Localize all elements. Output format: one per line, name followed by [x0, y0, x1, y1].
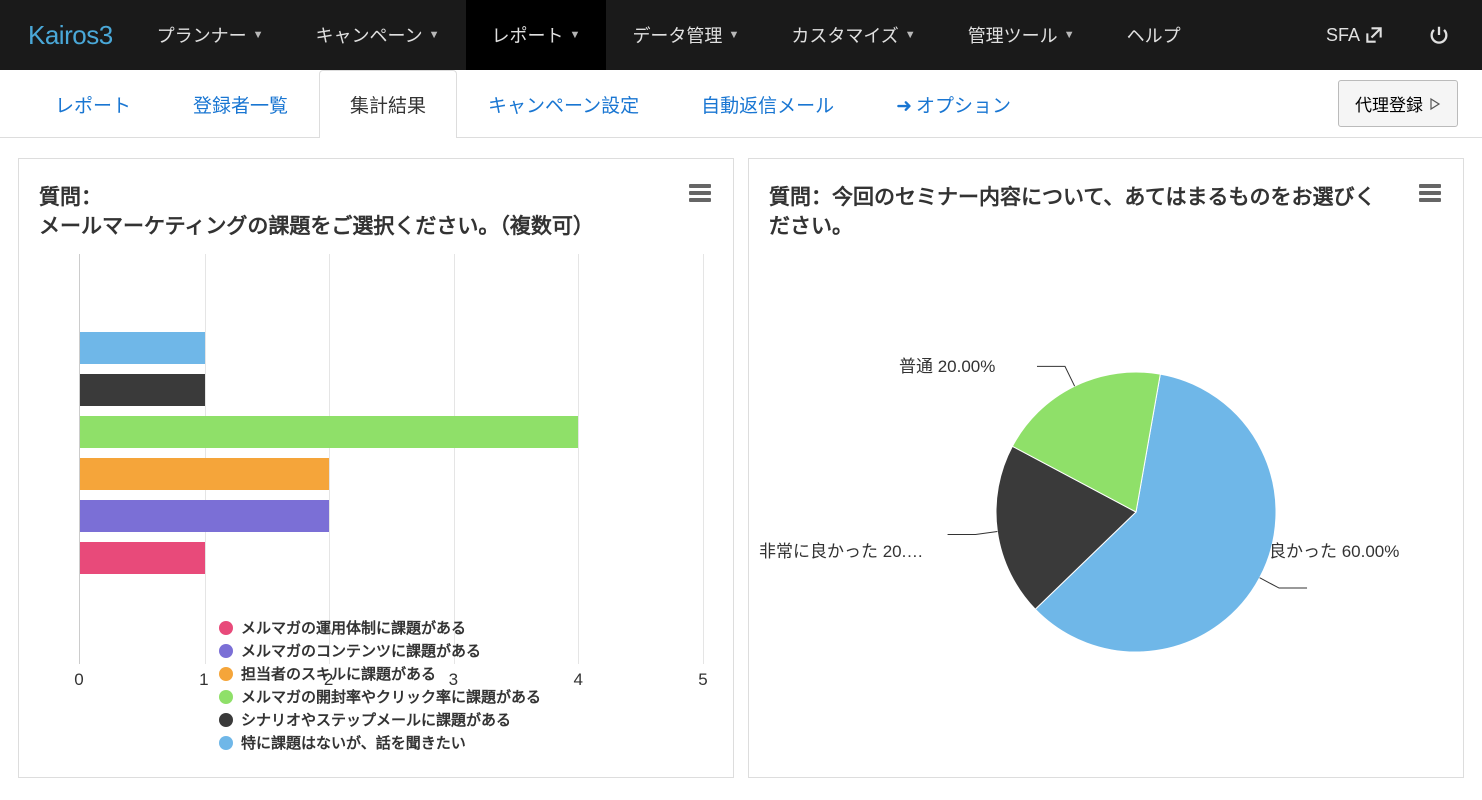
subtab-4[interactable]: 自動返信メール: [670, 70, 865, 138]
proxy-register-label: 代理登録: [1355, 91, 1423, 116]
caret-down-icon: ▼: [728, 29, 739, 41]
nav-item-label: レポート: [492, 22, 564, 48]
legend-label: メルマガの開封率やクリック率に課題がある: [241, 686, 541, 707]
subtab-label: レポート: [55, 96, 131, 117]
x-tick-label: 0: [74, 670, 83, 690]
subtab-1[interactable]: 登録者一覧: [162, 70, 319, 138]
caret-down-icon: ▼: [570, 29, 581, 41]
legend-label: 特に課題はないが、話を聞きたい: [241, 732, 466, 753]
legend-swatch-icon: [219, 667, 233, 681]
nav-item-6[interactable]: ヘルプ: [1101, 0, 1207, 70]
legend-item: 特に課題はないが、話を聞きたい: [219, 732, 541, 753]
nav-item-0[interactable]: プランナー ▼: [131, 0, 290, 70]
subtab-label: キャンペーン設定: [488, 96, 639, 117]
caret-down-icon: ▼: [1064, 29, 1075, 41]
nav-item-3[interactable]: データ管理 ▼: [606, 0, 765, 70]
bar-chart-panel: 質問：メールマーケティングの課題をご選択ください。（複数可） 012345 メル…: [18, 158, 734, 778]
subtabs-row: レポート 登録者一覧 集計結果 キャンペーン設定 自動返信メール ➜オプション 代理登録: [0, 70, 1482, 138]
triangle-right-icon: [1429, 97, 1441, 111]
nav-item-label: キャンペーン: [316, 22, 423, 48]
legend-label: シナリオやステップメールに課題がある: [241, 709, 511, 730]
pie-connector: [1260, 578, 1307, 588]
nav-sfa[interactable]: SFA: [1304, 25, 1406, 46]
gridline: [329, 254, 330, 664]
pie-chart: 良かった 60.00%非常に良かった 20.…普通 20.00%: [769, 302, 1443, 722]
nav-sfa-label: SFA: [1326, 25, 1360, 46]
nav-item-label: ヘルプ: [1127, 22, 1181, 48]
bar-fill: [80, 332, 205, 364]
bar: [80, 416, 578, 448]
caret-down-icon: ▼: [429, 29, 440, 41]
legend-swatch-icon: [219, 690, 233, 704]
panel-menu-icon[interactable]: [1419, 181, 1441, 205]
legend-item: メルマガのコンテンツに課題がある: [219, 640, 541, 661]
bar: [80, 374, 205, 406]
bar-fill: [80, 500, 329, 532]
legend-swatch-icon: [219, 644, 233, 658]
bar: [80, 332, 205, 364]
legend-item: 担当者のスキルに課題がある: [219, 663, 541, 684]
gridline: [578, 254, 579, 664]
proxy-register-button[interactable]: 代理登録: [1338, 80, 1458, 127]
pie-connector: [1037, 366, 1075, 386]
bar: [80, 500, 329, 532]
pie-svg: [776, 302, 1436, 722]
subtab-label: 集計結果: [350, 96, 426, 117]
subtab-5[interactable]: ➜オプション: [865, 70, 1042, 138]
legend-item: メルマガの開封率やクリック率に課題がある: [219, 686, 541, 707]
bar-fill: [80, 458, 329, 490]
nav-item-label: データ管理: [632, 22, 722, 48]
subtab-3[interactable]: キャンペーン設定: [457, 70, 670, 138]
nav-item-label: カスタマイズ: [791, 22, 898, 48]
pie-slice-label: 良かった 60.00%: [1269, 537, 1399, 562]
legend-label: メルマガの運用体制に課題がある: [241, 617, 466, 638]
nav-item-5[interactable]: 管理ツール ▼: [942, 0, 1101, 70]
pie-connector: [948, 531, 998, 534]
logo[interactable]: Kairos3: [10, 20, 131, 51]
legend-label: メルマガのコンテンツに課題がある: [241, 640, 481, 661]
pie-panel-title: 質問：今回のセミナー内容について、あてはまるものをお選びください。: [769, 183, 1443, 242]
arrow-right-icon: ➜: [896, 96, 912, 117]
bar: [80, 458, 329, 490]
x-tick-label: 1: [199, 670, 208, 690]
subtab-label: オプション: [916, 96, 1011, 117]
legend-item: シナリオやステップメールに課題がある: [219, 709, 541, 730]
legend-item: メルマガの運用体制に課題がある: [219, 617, 541, 638]
pie-chart-panel: 質問：今回のセミナー内容について、あてはまるものをお選びください。 良かった 6…: [748, 158, 1464, 778]
legend-label: 担当者のスキルに課題がある: [241, 663, 436, 684]
legend-swatch-icon: [219, 736, 233, 750]
bar-fill: [80, 416, 578, 448]
subtab-0[interactable]: レポート: [24, 70, 162, 138]
bar-chart-legend: メルマガの運用体制に課題があるメルマガのコンテンツに課題がある担当者のスキルに課…: [219, 615, 541, 755]
legend-swatch-icon: [219, 713, 233, 727]
pie-slice-label: 非常に良かった 20.…: [759, 537, 923, 562]
gridline: [454, 254, 455, 664]
nav-item-1[interactable]: キャンペーン ▼: [290, 0, 466, 70]
legend-swatch-icon: [219, 621, 233, 635]
subtab-label: 自動返信メール: [701, 96, 834, 117]
top-navbar: Kairos3 プランナー▼キャンペーン▼レポート▼データ管理▼カスタマイズ▼管…: [0, 0, 1482, 70]
bar-panel-title: 質問：メールマーケティングの課題をご選択ください。（複数可）: [39, 183, 713, 242]
caret-down-icon: ▼: [905, 29, 916, 41]
bar-fill: [80, 374, 205, 406]
nav-item-label: 管理ツール: [968, 22, 1058, 48]
subtab-2[interactable]: 集計結果: [319, 70, 457, 138]
bar: [80, 542, 205, 574]
nav-item-2[interactable]: レポート ▼: [466, 0, 607, 70]
x-tick-label: 4: [573, 670, 582, 690]
power-icon: [1428, 24, 1450, 46]
nav-item-label: プランナー: [157, 22, 247, 48]
panel-menu-icon[interactable]: [689, 181, 711, 205]
x-tick-label: 5: [698, 670, 707, 690]
subtab-label: 登録者一覧: [193, 96, 288, 117]
caret-down-icon: ▼: [253, 29, 264, 41]
nav-power[interactable]: [1406, 24, 1472, 46]
gridline: [703, 254, 704, 664]
nav-item-4[interactable]: カスタマイズ ▼: [765, 0, 941, 70]
pie-slice-label: 普通 20.00%: [899, 352, 995, 377]
external-icon: [1364, 25, 1384, 45]
bar-fill: [80, 542, 205, 574]
